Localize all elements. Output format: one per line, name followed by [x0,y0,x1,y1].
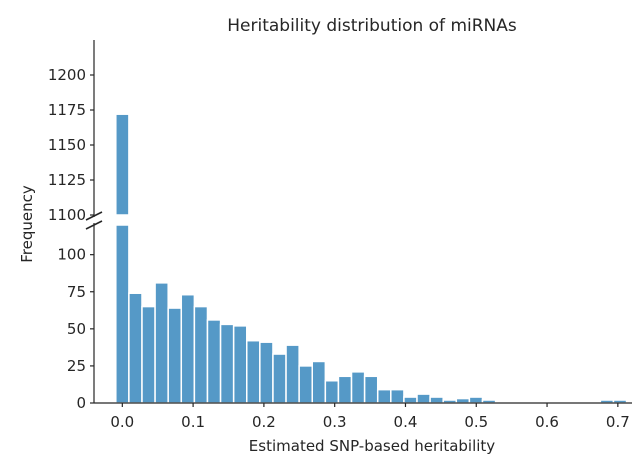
histogram-bar-1 [128,292,143,404]
x-tick-label-3: 0.3 [323,413,347,431]
x-tick-label-6: 0.6 [535,413,559,431]
y-tick-label-lower-0: 0 [76,394,86,412]
histogram-bar-14 [298,365,313,404]
histogram-bar-22 [403,396,418,404]
histogram-bar-23 [416,393,431,404]
histogram-bar-upper-0 [115,113,130,216]
y-tick-label-upper-3: 1175 [48,101,86,119]
x-tick-label-1: 0.1 [181,413,205,431]
bars-group [115,113,628,404]
y-tick-label-lower-3: 75 [67,283,86,301]
y-tick-label-upper-4: 1200 [48,66,86,84]
histogram-bar-16 [324,380,340,404]
ticks-group: 0 25 50 75 100 1100 1125 1150 1175 1200 0.0 0.1 0.2 0… [48,66,630,431]
x-tick-label-2: 0.2 [252,413,276,431]
axis-break-mark-lower [85,220,103,230]
y-tick-label-upper-0: 1100 [48,206,86,224]
histogram-bar-15 [311,360,327,404]
histogram-bar-13 [285,344,300,404]
chart-title: Heritability distribution of miRNAs [227,16,517,36]
y-tick-label-upper-2: 1150 [48,136,86,154]
y-axis-label: Frequency [18,185,36,263]
histogram-bar-11 [259,341,274,404]
histogram-bar-18 [350,371,366,404]
x-axis-label: Estimated SNP-based heritability [249,437,496,455]
histogram-bar-17 [337,375,353,404]
histogram-bar-26 [455,397,471,404]
axes-group [85,40,632,404]
histogram-bar-lower-0 [115,224,130,404]
x-tick-label-5: 0.5 [464,413,488,431]
histogram-bar-10 [246,339,261,404]
histogram-bar-9 [232,325,248,404]
histogram-bar-6 [193,305,209,404]
histogram-bar-8 [219,323,235,404]
histogram-bar-7 [206,319,222,404]
x-tick-label-0: 0.0 [110,413,134,431]
histogram-bar-20 [376,388,392,404]
y-tick-label-lower-1: 25 [67,357,86,375]
histogram-bar-5 [180,293,196,404]
histogram-bar-27 [468,396,484,404]
histogram-bar-19 [363,375,379,404]
axis-break-mark-upper [85,211,103,221]
histogram-bar-12 [272,353,287,404]
y-tick-label-upper-1: 1125 [48,171,86,189]
x-tick-label-7: 0.7 [606,413,630,431]
x-tick-label-4: 0.4 [394,413,418,431]
histogram-bar-4 [167,307,183,404]
y-tick-label-lower-2: 50 [67,320,86,338]
histogram-bar-24 [429,396,444,404]
histogram-bar-3 [154,282,169,404]
histogram-bar-21 [390,388,405,404]
histogram-bar-2 [141,305,156,404]
y-tick-label-lower-4: 100 [57,246,86,264]
